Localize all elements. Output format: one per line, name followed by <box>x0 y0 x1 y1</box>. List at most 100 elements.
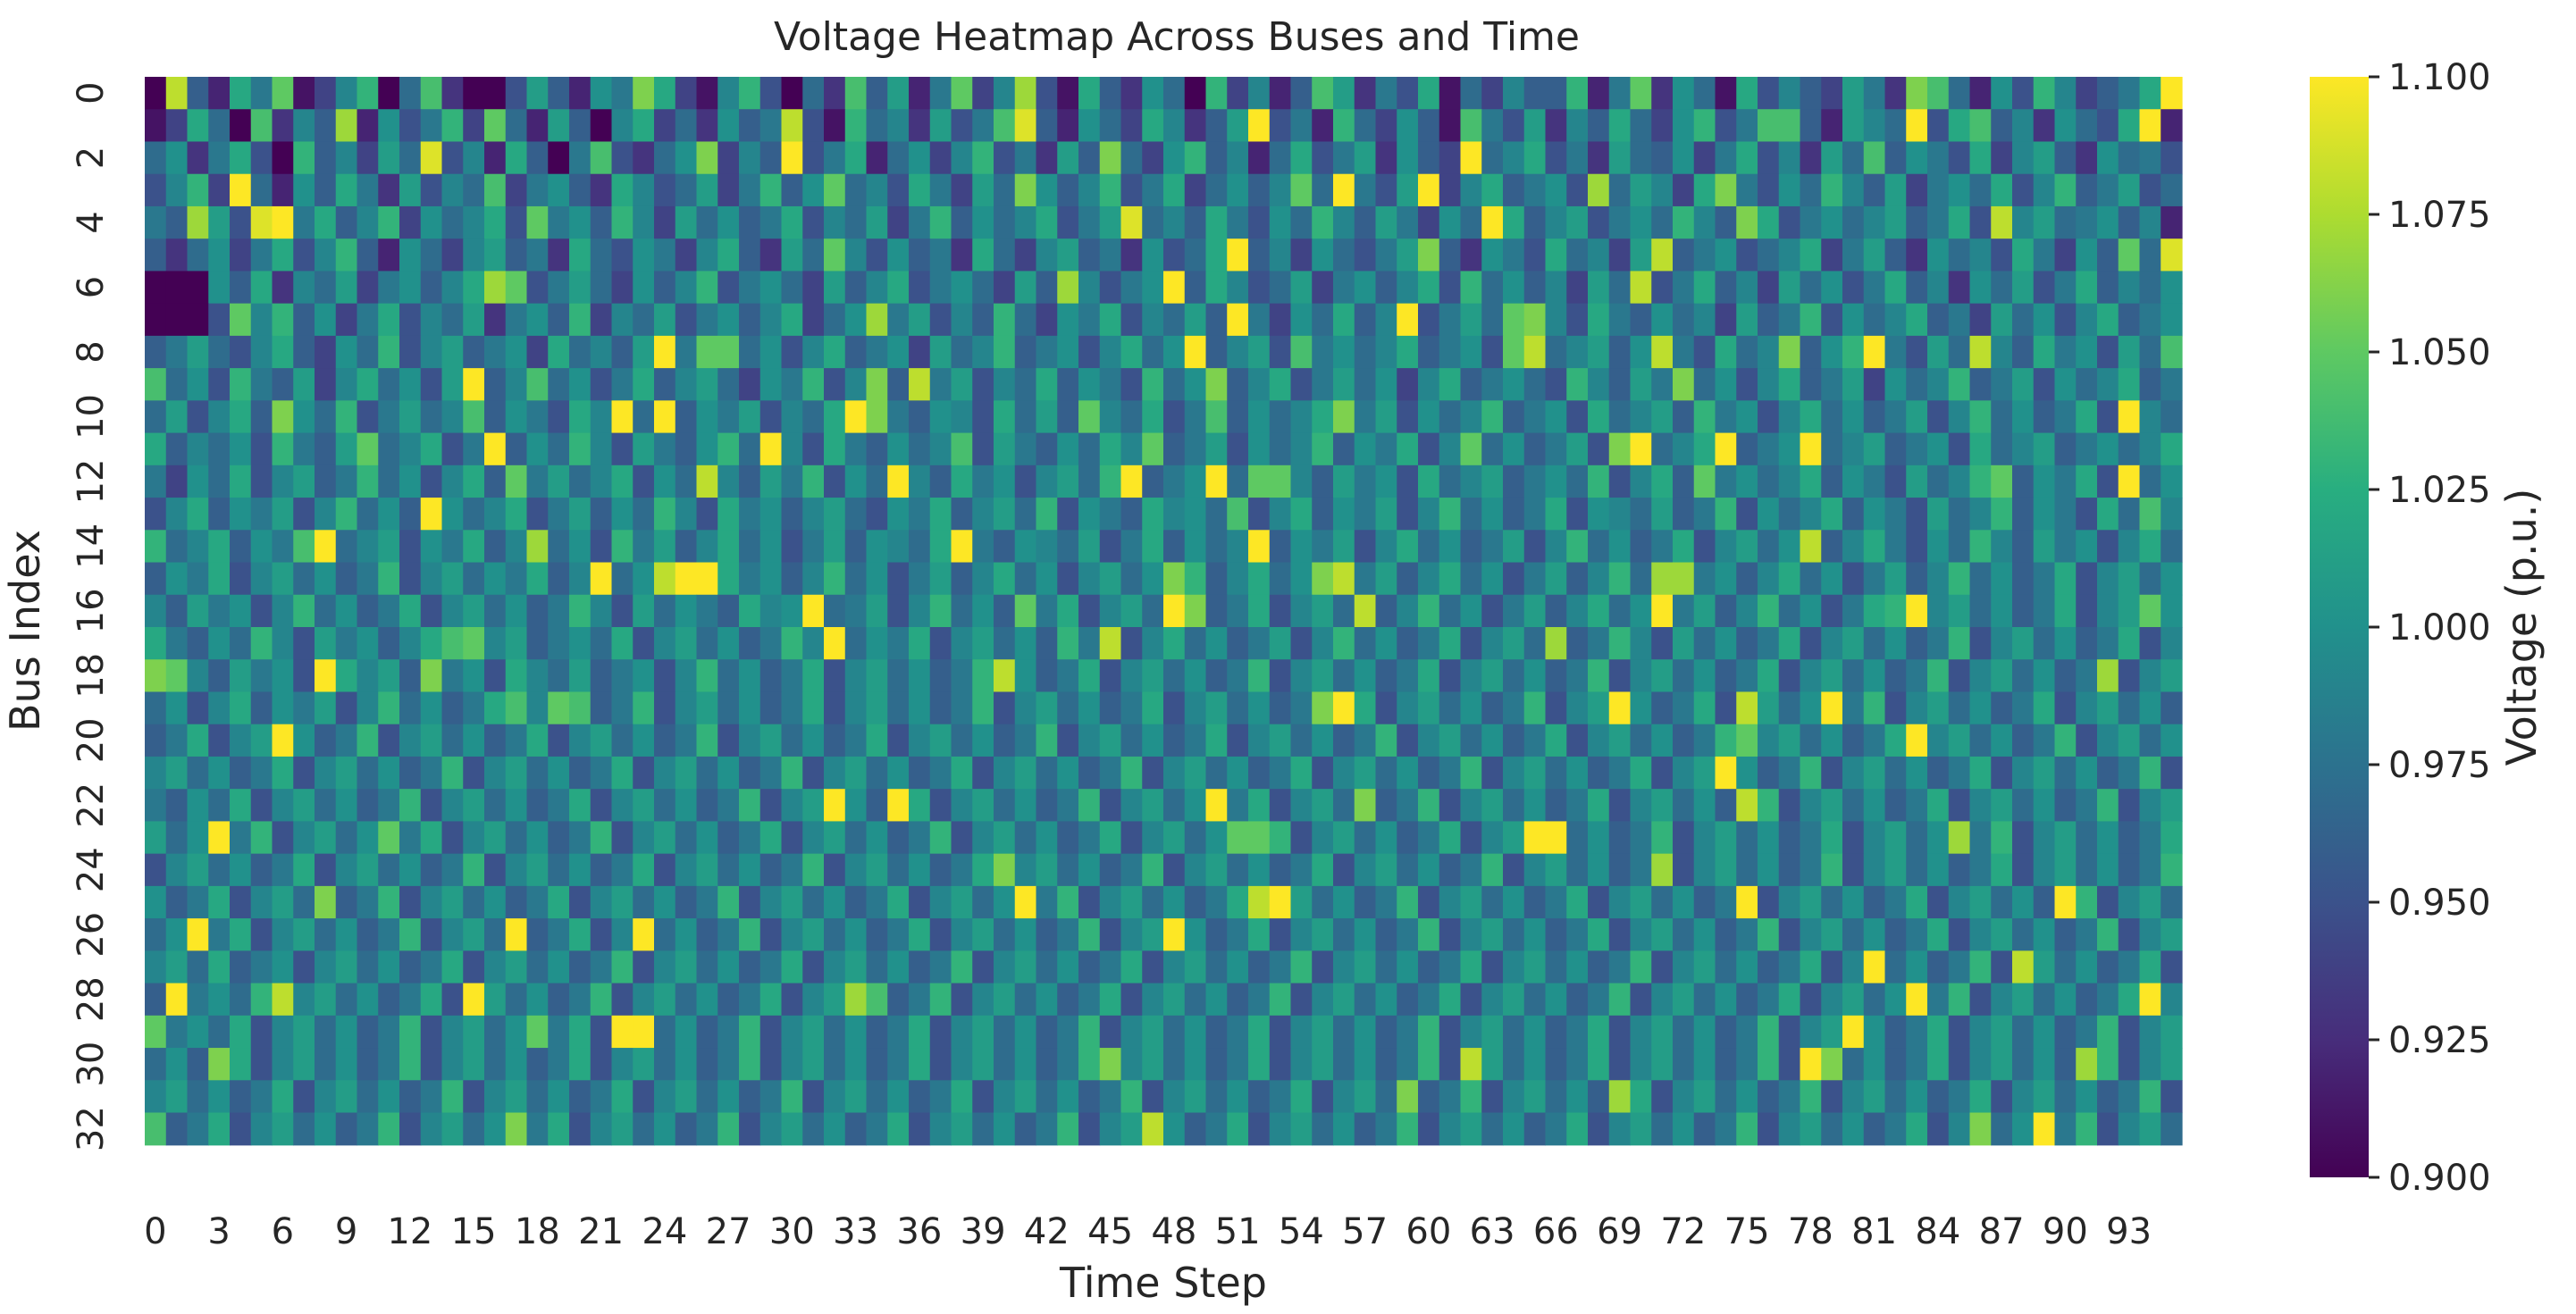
heatmap-cell <box>887 432 910 466</box>
heatmap-cell <box>1312 821 1334 855</box>
heatmap-cell <box>611 205 634 239</box>
heatmap-cell <box>441 271 464 305</box>
heatmap-cell <box>399 1080 422 1114</box>
heatmap-cell <box>1057 335 1079 369</box>
heatmap-cell <box>1906 1015 1928 1049</box>
heatmap-cell <box>526 303 549 337</box>
heatmap-cell <box>1948 983 1971 1017</box>
heatmap-cell <box>526 983 549 1017</box>
heatmap-cell <box>1969 303 1992 337</box>
heatmap-cell <box>633 368 655 401</box>
heatmap-cell <box>1397 1112 1419 1146</box>
heatmap-cell <box>1758 789 1780 823</box>
heatmap-cell <box>1736 1112 1758 1146</box>
heatmap-cell <box>1333 724 1355 757</box>
x-tick-label: 0 <box>144 1211 166 1252</box>
heatmap-cell <box>272 303 294 337</box>
heatmap-cell <box>399 562 422 596</box>
heatmap-cell <box>866 1015 888 1049</box>
heatmap-cell <box>802 789 825 823</box>
heatmap-cell <box>696 205 718 239</box>
heatmap-cell <box>2054 498 2077 531</box>
heatmap-cell <box>315 239 337 272</box>
heatmap-cell <box>717 205 740 239</box>
heatmap-cell <box>1715 1112 1737 1146</box>
heatmap-cell <box>1439 918 1462 951</box>
heatmap-cell <box>994 918 1016 951</box>
heatmap-cell <box>1248 853 1271 887</box>
heatmap-cell <box>696 432 718 466</box>
heatmap-cell <box>1693 205 1716 239</box>
heatmap-cell <box>441 594 464 628</box>
heatmap-cell <box>1481 1015 1504 1049</box>
heatmap-cell <box>759 530 783 564</box>
heatmap-cell <box>1906 691 1928 725</box>
heatmap-cell <box>1269 205 1292 239</box>
heatmap-cell <box>484 1048 507 1081</box>
heatmap-cell <box>1333 691 1355 725</box>
heatmap-cell <box>1184 691 1207 725</box>
heatmap-cell <box>1800 756 1822 790</box>
x-tick-label: 87 <box>1979 1211 2025 1252</box>
heatmap-cell <box>2033 303 2056 337</box>
heatmap-cell <box>1312 918 1334 951</box>
x-tick-label: 18 <box>515 1211 560 1252</box>
heatmap-cell <box>1142 627 1164 660</box>
heatmap-cell <box>717 530 740 564</box>
heatmap-cell <box>2118 756 2141 790</box>
heatmap-cell <box>2076 368 2098 401</box>
heatmap-cell <box>1057 1048 1079 1081</box>
heatmap-cell <box>1673 983 1695 1017</box>
heatmap-cell <box>208 400 231 434</box>
heatmap-cell <box>717 271 740 305</box>
heatmap-cell <box>1608 885 1632 919</box>
heatmap-cell <box>1142 173 1164 207</box>
heatmap-cell <box>824 821 846 855</box>
heatmap-cell <box>802 368 825 401</box>
heatmap-cell <box>1036 530 1058 564</box>
heatmap-cell <box>526 724 549 757</box>
heatmap-cell <box>335 821 358 855</box>
heatmap-cell <box>866 432 888 466</box>
heatmap-cell <box>781 724 803 757</box>
heatmap-cell <box>1863 562 1886 596</box>
heatmap-cell <box>1397 498 1419 531</box>
heatmap-cell <box>1800 432 1822 466</box>
heatmap-cell <box>611 530 634 564</box>
heatmap-cell <box>1906 77 1928 110</box>
heatmap-cell <box>887 885 910 919</box>
heatmap-cell <box>824 885 846 919</box>
heatmap-cell <box>569 141 592 175</box>
heatmap-cell <box>1184 1112 1207 1146</box>
heatmap-cell <box>2097 950 2119 984</box>
heatmap-cell <box>250 789 273 823</box>
heatmap-cell <box>1673 918 1695 951</box>
heatmap-cell <box>2161 109 2183 143</box>
heatmap-cell <box>1397 77 1419 110</box>
heatmap-cell <box>1481 303 1504 337</box>
heatmap-cell <box>2076 335 2098 369</box>
heatmap-cell <box>2118 724 2141 757</box>
heatmap-cell <box>1099 239 1122 272</box>
heatmap-cell <box>1778 562 1801 596</box>
heatmap-cell <box>972 950 994 984</box>
heatmap-cell <box>909 303 931 337</box>
heatmap-cell <box>739 173 761 207</box>
heatmap-cell <box>2054 335 2077 369</box>
y-tick-label: 2 <box>71 146 112 169</box>
heatmap-cell <box>909 562 931 596</box>
heatmap-cell <box>1014 627 1037 660</box>
heatmap-cell <box>1354 691 1377 725</box>
heatmap-cell <box>315 368 337 401</box>
heatmap-cell <box>1142 950 1164 984</box>
heatmap-cell <box>1608 205 1632 239</box>
heatmap-cell <box>1290 659 1313 693</box>
heatmap-cell <box>1078 562 1101 596</box>
heatmap-cell <box>1397 983 1419 1017</box>
heatmap-cell <box>1184 789 1207 823</box>
heatmap-cell <box>399 400 422 434</box>
heatmap-cell <box>293 173 315 207</box>
heatmap-cell <box>441 885 464 919</box>
heatmap-cell <box>335 1048 358 1081</box>
heatmap-cell <box>2012 141 2035 175</box>
